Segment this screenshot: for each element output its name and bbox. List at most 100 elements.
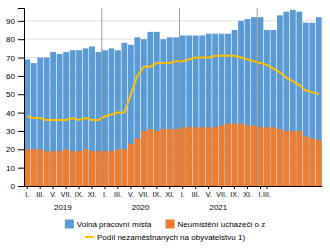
annotations: 2019 2020 2021 xyxy=(54,203,228,212)
bar xyxy=(270,127,276,186)
tick-mark xyxy=(18,76,24,77)
bar xyxy=(115,149,121,186)
tick-label: XI. xyxy=(243,191,252,198)
bar xyxy=(160,129,166,186)
tick: V. xyxy=(206,186,212,198)
bar xyxy=(303,136,309,186)
bar xyxy=(251,125,257,186)
tick: IX. xyxy=(75,186,84,198)
bar xyxy=(70,151,76,186)
tick-mark xyxy=(18,94,24,95)
tick-label: I. xyxy=(25,191,29,198)
bar xyxy=(128,45,134,186)
bar xyxy=(154,131,160,186)
tick: V. xyxy=(128,186,134,198)
x-axis: I.III.V.VII.IX.XI.I.III.V.VII.IX.XI.I.II… xyxy=(25,186,323,198)
tick-label: V. xyxy=(50,191,56,198)
tick-mark xyxy=(221,186,222,189)
tick-mark xyxy=(234,186,235,189)
bar xyxy=(134,138,140,186)
tick: IX. xyxy=(153,186,162,198)
bar xyxy=(76,50,82,186)
tick-label: V. xyxy=(128,191,134,198)
chart: 0102030405060708090I.III.V.VII.IX.XI.I.I… xyxy=(0,0,330,248)
bar xyxy=(290,10,296,186)
bar xyxy=(238,124,244,186)
tick-mark xyxy=(117,186,118,189)
tick-mark xyxy=(182,186,183,189)
tick-label: IX. xyxy=(75,191,84,198)
tick-label: I. xyxy=(181,191,185,198)
tick-label: 50 xyxy=(6,90,15,99)
separator xyxy=(257,8,258,186)
bar xyxy=(96,151,102,186)
tick: I. xyxy=(103,186,107,198)
bar xyxy=(232,124,238,186)
tick: 10 xyxy=(6,164,24,173)
tick-mark xyxy=(208,186,209,189)
bar xyxy=(44,58,50,186)
tick: 20 xyxy=(6,145,24,154)
tick-label: III. xyxy=(36,191,44,198)
bar xyxy=(245,19,251,186)
tick: III. xyxy=(36,186,44,198)
tick-mark xyxy=(18,168,24,169)
bar xyxy=(316,17,322,186)
tick: XI. xyxy=(88,186,97,198)
bar xyxy=(109,151,115,186)
bar xyxy=(102,151,108,186)
tick: V. xyxy=(50,186,56,198)
bar xyxy=(50,151,56,186)
tick: 30 xyxy=(6,127,24,136)
tick-mark xyxy=(247,186,248,189)
bar xyxy=(173,129,179,186)
tick-mark xyxy=(266,186,267,189)
tick-mark xyxy=(18,21,24,22)
tick-label: V. xyxy=(206,191,212,198)
legend-swatch xyxy=(65,220,74,229)
bar xyxy=(37,149,43,186)
bar-series xyxy=(24,124,321,186)
annotation: 2020 xyxy=(132,203,150,212)
tick-label: 0 xyxy=(11,182,16,191)
tick: 50 xyxy=(6,90,24,99)
bar xyxy=(141,39,147,186)
tick-mark xyxy=(18,113,24,114)
annotation: 2021 xyxy=(209,203,227,212)
tick-label: IX. xyxy=(230,191,239,198)
bar xyxy=(160,39,166,186)
bar xyxy=(251,17,257,186)
bar xyxy=(44,151,50,186)
tick-mark xyxy=(18,186,24,187)
bar xyxy=(141,131,147,186)
bar xyxy=(121,43,127,186)
bar xyxy=(238,21,244,186)
bar xyxy=(180,36,186,186)
bar xyxy=(128,144,134,186)
bar xyxy=(199,127,205,186)
tick-label: VII. xyxy=(61,191,72,198)
bar xyxy=(83,149,89,186)
tick-mark xyxy=(143,186,144,189)
tick-label: 10 xyxy=(6,164,15,173)
tick: XI. xyxy=(243,186,252,198)
bar xyxy=(31,149,37,186)
bar xyxy=(180,127,186,186)
tick: 0 xyxy=(11,182,24,191)
bar xyxy=(134,37,140,186)
legend-row: Podíl nezaměstnaných na obyvatelstvu 1) xyxy=(85,233,245,242)
tick-mark xyxy=(18,39,24,40)
tick-label: 20 xyxy=(6,145,15,154)
bar xyxy=(147,32,153,186)
bar xyxy=(296,131,302,186)
bar xyxy=(212,127,218,186)
bar xyxy=(309,23,315,186)
bar xyxy=(277,129,283,186)
tick-mark xyxy=(130,186,131,189)
tick-mark xyxy=(53,186,54,189)
bar-series xyxy=(24,10,321,186)
axis-line xyxy=(18,9,25,187)
line xyxy=(27,56,319,120)
tick-mark xyxy=(66,186,67,189)
annotation: 2019 xyxy=(54,203,72,212)
